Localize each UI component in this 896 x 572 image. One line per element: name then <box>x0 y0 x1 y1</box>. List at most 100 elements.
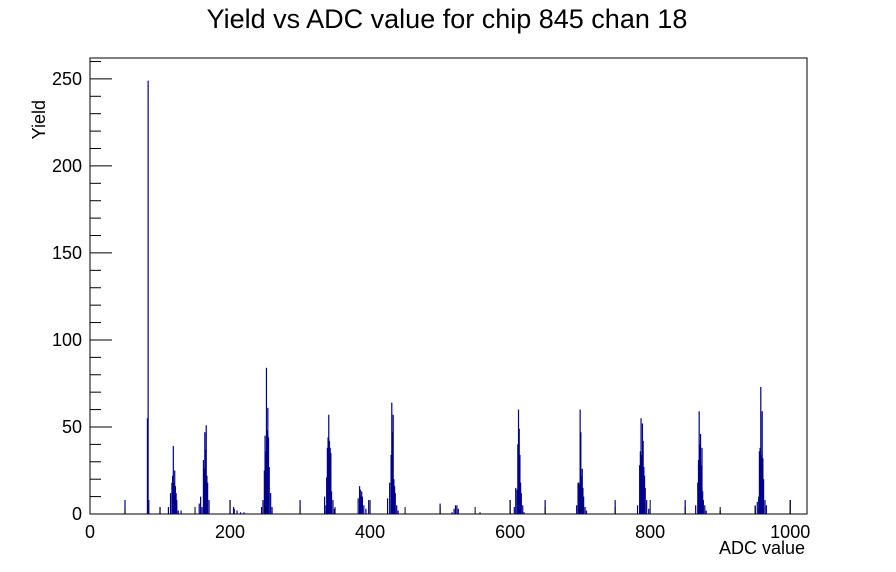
plot-area: 0 200 400 600 800 1000 0 50 100 150 200 250 <box>52 57 810 542</box>
histogram-bar <box>260 507 263 514</box>
histogram-bar <box>328 414 330 514</box>
histogram-bar <box>358 486 361 514</box>
histogram-bar <box>585 510 588 514</box>
histogram-bar <box>641 454 643 514</box>
histogram-bar <box>208 500 210 514</box>
histogram-bar <box>203 468 205 514</box>
histogram-bar <box>761 411 763 514</box>
histogram-bar <box>180 510 182 514</box>
histogram-bar <box>266 430 268 514</box>
histogram-bar <box>361 491 363 514</box>
histogram-bar <box>393 486 396 514</box>
histogram-bar <box>583 496 585 514</box>
histogram-bar <box>695 505 697 514</box>
histogram-bar <box>243 512 245 514</box>
histogram-bar <box>148 500 150 514</box>
histogram-bar <box>760 454 763 514</box>
x-tick-label: 200 <box>215 522 245 542</box>
histogram-bar <box>176 500 178 514</box>
y-tick-label: 200 <box>52 156 82 176</box>
histogram-bar <box>699 444 701 514</box>
histogram-bar <box>705 510 707 514</box>
histogram-bar <box>391 432 394 514</box>
histogram-bar <box>523 512 525 514</box>
histogram-bar <box>397 510 399 514</box>
histogram-bar <box>762 479 765 514</box>
histogram-bar <box>173 482 175 514</box>
histogram-bar <box>204 432 206 514</box>
histogram-bar <box>643 467 645 514</box>
histogram-bar <box>172 446 174 514</box>
histogram-bar <box>359 489 361 514</box>
histogram-bar <box>326 447 328 514</box>
histogram-bar <box>396 505 398 514</box>
histogram-bar <box>579 409 581 514</box>
x-tick-label: 800 <box>635 522 665 542</box>
histogram-bar <box>390 454 392 514</box>
histogram-bar <box>758 496 760 514</box>
x-axis-label: ADC value <box>719 538 805 558</box>
histogram-bar <box>386 498 389 514</box>
histogram-bar <box>325 505 327 514</box>
histogram-bar <box>760 386 762 514</box>
histogram-bar <box>172 475 174 514</box>
histogram-bar <box>576 505 578 514</box>
histogram-bar <box>174 470 176 514</box>
histogram-bar <box>174 486 177 514</box>
histogram-bar <box>454 505 457 514</box>
histogram-bar <box>392 414 394 514</box>
histogram-bar <box>641 423 644 514</box>
histogram-bar <box>639 451 641 514</box>
plot-frame <box>89 57 808 515</box>
histogram-bar <box>580 475 583 514</box>
histogram-bar <box>200 496 202 514</box>
histogram-bar <box>456 505 458 514</box>
chart-title: Yield vs ADC value for chip 845 chan 18 <box>207 4 688 34</box>
histogram-bar <box>236 510 238 514</box>
histogram-bar <box>580 432 582 514</box>
histogram-bar <box>365 508 367 514</box>
histogram-bar <box>233 508 235 514</box>
histogram-bar <box>361 496 363 514</box>
histogram-bar <box>697 460 700 514</box>
histogram-bar <box>646 500 648 514</box>
histogram-bar <box>700 465 702 514</box>
histogram-bar <box>451 512 453 514</box>
histogram-bar <box>644 487 646 514</box>
histogram-bar <box>704 505 706 514</box>
histogram-bar <box>329 447 331 514</box>
y-axis-label: Yield <box>29 100 49 139</box>
histogram-bar <box>205 425 207 514</box>
y-tick-label: 150 <box>52 243 82 263</box>
histogram-bar <box>326 477 328 514</box>
histogram-bar <box>328 440 331 514</box>
histogram-bar <box>268 467 270 514</box>
histogram-bar <box>513 507 515 514</box>
histogram-bar <box>642 440 644 514</box>
histogram-bar <box>202 460 205 514</box>
histogram-bar <box>578 482 580 514</box>
histogram-bar <box>764 500 766 514</box>
histogram-bar <box>391 402 393 514</box>
histogram-bar <box>702 500 704 514</box>
histogram-bar <box>171 482 173 514</box>
histogram-bar <box>636 505 639 514</box>
histogram-bar <box>265 367 268 514</box>
histogram-bar <box>175 493 177 514</box>
histogram-bar <box>323 496 326 514</box>
histogram-bar <box>519 454 521 514</box>
histogram-bar <box>198 503 200 514</box>
histogram-bar <box>394 493 396 514</box>
histogram-bar <box>520 482 522 514</box>
histogram-bar <box>698 411 700 514</box>
histogram-bar <box>578 484 581 514</box>
histogram-bar <box>363 505 365 514</box>
histogram-bar <box>393 479 395 514</box>
histogram-bar <box>453 508 455 514</box>
histogram-bar <box>267 407 269 514</box>
histogram-bar <box>169 493 172 514</box>
histogram-bar <box>267 437 270 514</box>
histogram-bar <box>515 487 517 514</box>
